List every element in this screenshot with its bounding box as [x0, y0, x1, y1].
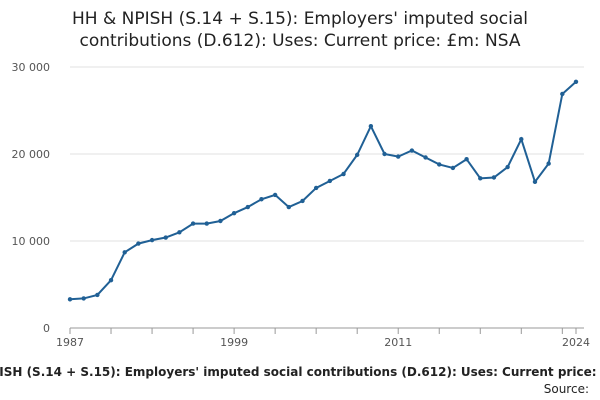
point	[136, 241, 141, 246]
x-tick-label: 1999	[220, 336, 248, 349]
point	[122, 250, 127, 255]
point	[231, 210, 237, 216]
chart-title: HH & NPISH (S.14 + S.15): Employers' imp…	[72, 9, 528, 29]
point	[327, 178, 333, 184]
point	[491, 175, 497, 180]
point	[532, 179, 538, 185]
point	[163, 235, 168, 240]
point	[286, 204, 292, 210]
point	[341, 171, 346, 177]
point	[437, 162, 442, 167]
point	[368, 123, 374, 129]
point	[67, 297, 73, 302]
point	[177, 230, 182, 235]
x-tick-label: 2011	[384, 336, 412, 349]
point	[505, 164, 510, 170]
point	[450, 165, 456, 171]
chart-title: contributions (D.612): Uses: Current pri…	[79, 31, 520, 51]
point	[519, 137, 524, 142]
point	[218, 218, 223, 224]
y-tick-label: 30 000	[12, 61, 51, 74]
point	[108, 277, 114, 283]
x-tick-label: 2024	[562, 336, 590, 349]
y-tick-label: 20 000	[12, 148, 51, 161]
point	[382, 151, 387, 157]
caption: HH & NPISH (S.14 + S.15): Employers' imp…	[0, 365, 600, 379]
point	[190, 221, 196, 226]
point	[300, 198, 305, 204]
y-tick-label: 10 000	[12, 235, 51, 248]
point	[272, 192, 278, 198]
point	[560, 91, 565, 97]
point	[313, 185, 319, 191]
point	[423, 155, 428, 160]
point	[81, 296, 86, 301]
point	[95, 292, 100, 298]
point	[354, 152, 360, 158]
point	[546, 161, 551, 166]
point	[409, 148, 415, 153]
x-tick-label: 1987	[56, 336, 84, 349]
y-tick-label: 0	[43, 322, 50, 335]
point	[245, 204, 250, 210]
point	[149, 237, 155, 243]
point	[573, 79, 579, 84]
point	[396, 154, 401, 159]
line	[69, 81, 577, 301]
point	[478, 176, 483, 181]
point	[204, 221, 209, 226]
source: Source:	[544, 382, 589, 396]
point	[464, 157, 469, 162]
point	[259, 197, 264, 202]
